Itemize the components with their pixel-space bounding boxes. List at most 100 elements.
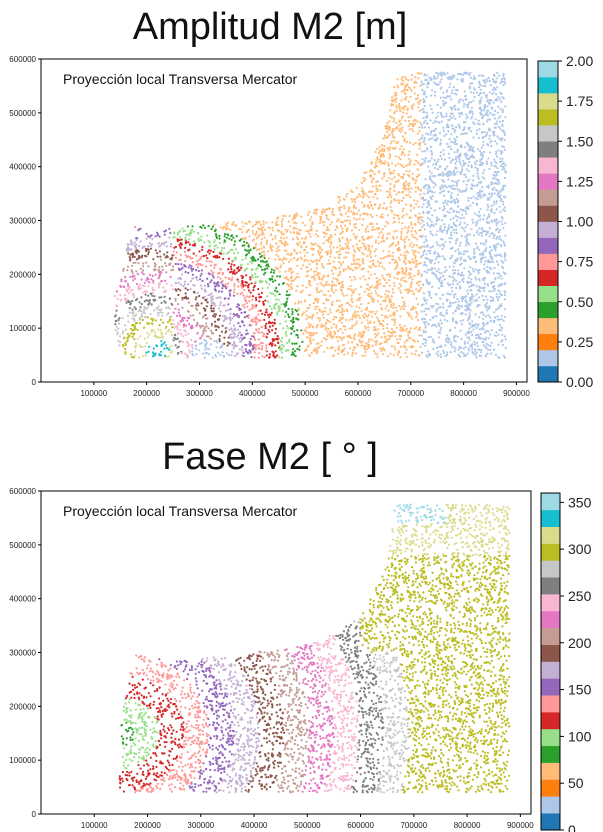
node-point (503, 242, 506, 245)
node-point (351, 341, 354, 344)
node-point (254, 234, 257, 237)
node-point (429, 189, 432, 192)
node-point (435, 233, 438, 236)
node-point (358, 306, 361, 309)
node-point (404, 131, 407, 134)
node-point (387, 135, 390, 138)
node-point (260, 238, 263, 241)
node-point (429, 133, 432, 136)
node-point (351, 354, 354, 357)
node-point (163, 347, 166, 350)
node-point (471, 267, 474, 270)
node-point (170, 345, 173, 348)
node-point (423, 245, 426, 248)
node-point (493, 122, 496, 126)
node-point (410, 106, 413, 109)
node-point (187, 332, 190, 335)
node-point (191, 225, 194, 228)
node-point (454, 157, 457, 161)
node-point (480, 228, 484, 231)
node-point (486, 309, 489, 312)
node-point (144, 290, 147, 293)
node-point (448, 284, 451, 287)
node-point (129, 239, 133, 242)
node-point (442, 274, 445, 277)
node-point (474, 197, 477, 200)
node-point (367, 277, 371, 280)
node-point (498, 290, 501, 293)
node-point (450, 231, 453, 234)
node-point (151, 288, 154, 291)
node-point (334, 289, 337, 292)
node-point (362, 176, 365, 179)
node-point (453, 271, 457, 275)
node-point (207, 327, 210, 330)
node-point (418, 234, 422, 238)
node-point (363, 243, 366, 246)
node-point (151, 238, 154, 241)
node-point (224, 226, 227, 229)
node-point (328, 283, 331, 286)
node-point (286, 282, 289, 285)
node-point (145, 290, 149, 293)
node-point (461, 165, 464, 168)
node-point (192, 284, 195, 287)
node-point (297, 243, 300, 246)
node-point (431, 245, 434, 248)
node-point (485, 329, 488, 332)
node-point (467, 149, 470, 152)
node-point (184, 259, 187, 263)
node-point (476, 167, 479, 170)
node-point (304, 236, 307, 239)
node-point (435, 241, 438, 244)
node-point (340, 264, 343, 267)
node-point (306, 251, 309, 254)
node-point (118, 317, 121, 320)
node-point (416, 97, 419, 100)
node-point (165, 356, 168, 359)
node-point (420, 334, 423, 337)
node-point (177, 345, 180, 348)
node-point (409, 141, 412, 144)
node-point (334, 284, 338, 287)
node-point (469, 155, 472, 158)
node-point (240, 228, 243, 231)
node-point (408, 312, 411, 315)
node-point (439, 106, 442, 109)
node-point (369, 249, 372, 252)
node-point (422, 83, 425, 86)
node-point (450, 343, 453, 346)
node-point (415, 260, 418, 263)
node-point (474, 354, 477, 357)
node-point (422, 292, 425, 295)
node-point (241, 337, 244, 340)
node-point (493, 109, 497, 112)
node-point (361, 201, 364, 204)
node-point (429, 196, 432, 199)
node-point (425, 211, 428, 214)
node-point (408, 277, 411, 280)
node-point (421, 162, 424, 165)
node-point (410, 276, 413, 279)
node-point (502, 188, 505, 191)
node-point (453, 198, 456, 201)
node-point (352, 245, 355, 248)
node-point (273, 294, 277, 297)
node-point (401, 222, 404, 225)
node-point (393, 117, 396, 120)
node-point (272, 271, 275, 274)
node-point (394, 127, 397, 130)
node-point (442, 126, 445, 129)
node-point (255, 222, 258, 225)
node-point (218, 340, 221, 343)
node-point (377, 151, 380, 155)
node-point (447, 190, 450, 193)
node-point (141, 265, 145, 268)
node-point (187, 310, 190, 313)
node-point (162, 342, 165, 345)
node-point (469, 91, 472, 94)
node-point (494, 334, 497, 337)
node-point (229, 265, 233, 268)
node-point (438, 207, 441, 210)
node-point (417, 106, 420, 109)
